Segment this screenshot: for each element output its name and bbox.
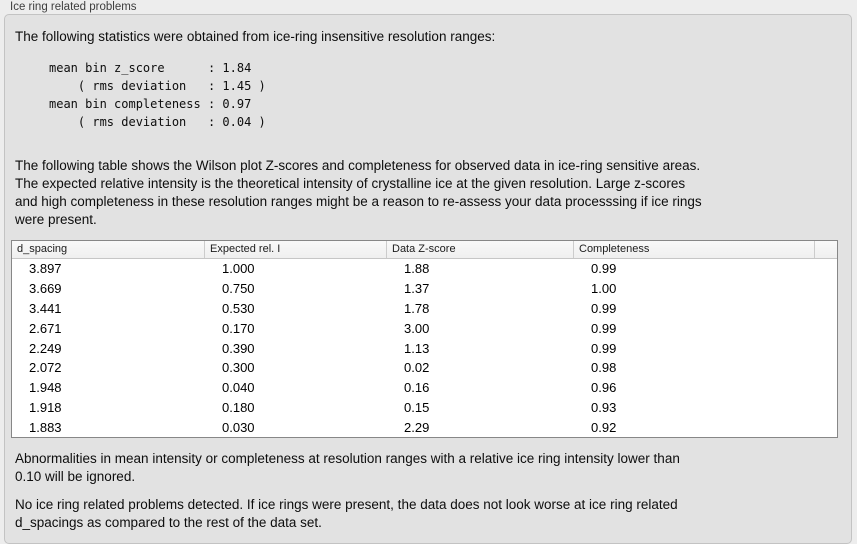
ice-ring-table: d_spacing Expected rel. I Data Z-score C… [11, 240, 838, 438]
table-cell: 3.441 [29, 300, 62, 316]
table-cell: 1.000 [222, 261, 255, 277]
stat-mean-bin-completeness: mean bin completeness : 0.97 [49, 97, 252, 111]
table-cell: 1.918 [29, 399, 62, 415]
table-cell: 0.96 [591, 380, 617, 396]
description-line: The expected relative intensity is the t… [15, 176, 686, 191]
intro-text: The following statistics were obtained f… [15, 29, 496, 44]
table-cell: 1.78 [404, 300, 430, 316]
table-row[interactable]: 1.948 0.040 0.16 0.96 [12, 378, 837, 398]
section-title: Ice ring related problems [10, 1, 137, 13]
table-cell: 0.15 [404, 399, 430, 415]
table-cell: 0.300 [222, 360, 255, 376]
table-cell: 0.99 [591, 340, 617, 356]
column-header-d-spacing: d_spacing [12, 241, 205, 258]
table-row[interactable]: 1.918 0.180 0.15 0.93 [12, 397, 837, 417]
table-cell: 0.030 [222, 419, 255, 435]
table-cell: 0.93 [591, 399, 617, 415]
conclusion-line: d_spacings as compared to the rest of th… [15, 515, 322, 530]
table-cell: 2.29 [404, 419, 430, 435]
table-row[interactable]: 2.671 0.170 3.00 0.99 [12, 318, 837, 338]
table-cell: 0.02 [404, 360, 430, 376]
summary-stats-block: mean bin z_score : 1.84 ( rms deviation … [49, 59, 266, 131]
description-line: were present. [15, 212, 97, 227]
table-description-paragraph: The following table shows the Wilson plo… [15, 157, 702, 229]
table-cell: 0.99 [591, 261, 617, 277]
table-cell: 1.883 [29, 419, 62, 435]
table-cell: 1.00 [591, 281, 617, 297]
ice-ring-report-panel: The following statistics were obtained f… [4, 14, 852, 544]
conclusion-line: No ice ring related problems detected. I… [15, 497, 678, 512]
table-row[interactable]: 3.897 1.000 1.88 0.99 [12, 259, 837, 279]
table-cell: 0.390 [222, 340, 255, 356]
table-cell: 0.530 [222, 300, 255, 316]
table-cell: 3.897 [29, 261, 62, 277]
note-line: 0.10 will be ignored. [15, 469, 136, 484]
table-cell: 0.99 [591, 320, 617, 336]
table-cell: 0.180 [222, 399, 255, 415]
stat-completeness-rms-deviation: ( rms deviation : 0.04 ) [49, 115, 266, 129]
column-header-data-z-score: Data Z-score [387, 241, 574, 258]
table-cell: 1.37 [404, 281, 430, 297]
table-cell: 2.671 [29, 320, 62, 336]
column-header-completeness: Completeness [574, 241, 815, 258]
table-cell: 0.750 [222, 281, 255, 297]
table-row[interactable]: 3.669 0.750 1.37 1.00 [12, 279, 837, 299]
note-line: Abnormalities in mean intensity or compl… [15, 451, 680, 466]
stat-mean-bin-z-score: mean bin z_score : 1.84 [49, 61, 252, 75]
table-body: 3.897 1.000 1.88 0.99 3.669 0.750 1.37 1.00 3.44… [12, 259, 837, 437]
table-cell: 0.92 [591, 419, 617, 435]
table-cell: 0.16 [404, 380, 430, 396]
table-cell: 2.249 [29, 340, 62, 356]
table-cell: 1.13 [404, 340, 430, 356]
intro-paragraph: The following statistics were obtained f… [15, 28, 495, 46]
conclusion-paragraph: No ice ring related problems detected. I… [15, 496, 678, 532]
column-header-spacer [815, 241, 837, 258]
table-header-row: d_spacing Expected rel. I Data Z-score C… [12, 241, 837, 259]
table-row[interactable]: 3.441 0.530 1.78 0.99 [12, 299, 837, 319]
stat-z-score-rms-deviation: ( rms deviation : 1.45 ) [49, 79, 266, 93]
table-cell: 1.948 [29, 380, 62, 396]
table-row[interactable]: 2.249 0.390 1.13 0.99 [12, 338, 837, 358]
table-cell: 1.88 [404, 261, 430, 277]
table-row[interactable]: 1.883 0.030 2.29 0.92 [12, 417, 837, 437]
table-cell: 3.669 [29, 281, 62, 297]
table-cell: 0.040 [222, 380, 255, 396]
description-line: The following table shows the Wilson plo… [15, 158, 701, 173]
description-line: and high completeness in these resolutio… [15, 194, 702, 209]
column-header-expected-rel-i: Expected rel. I [205, 241, 387, 258]
table-cell: 0.99 [591, 300, 617, 316]
table-cell: 0.170 [222, 320, 255, 336]
ignore-note-paragraph: Abnormalities in mean intensity or compl… [15, 450, 680, 486]
table-row[interactable]: 2.072 0.300 0.02 0.98 [12, 358, 837, 378]
table-cell: 0.98 [591, 360, 617, 376]
table-cell: 3.00 [404, 320, 430, 336]
table-cell: 2.072 [29, 360, 62, 376]
